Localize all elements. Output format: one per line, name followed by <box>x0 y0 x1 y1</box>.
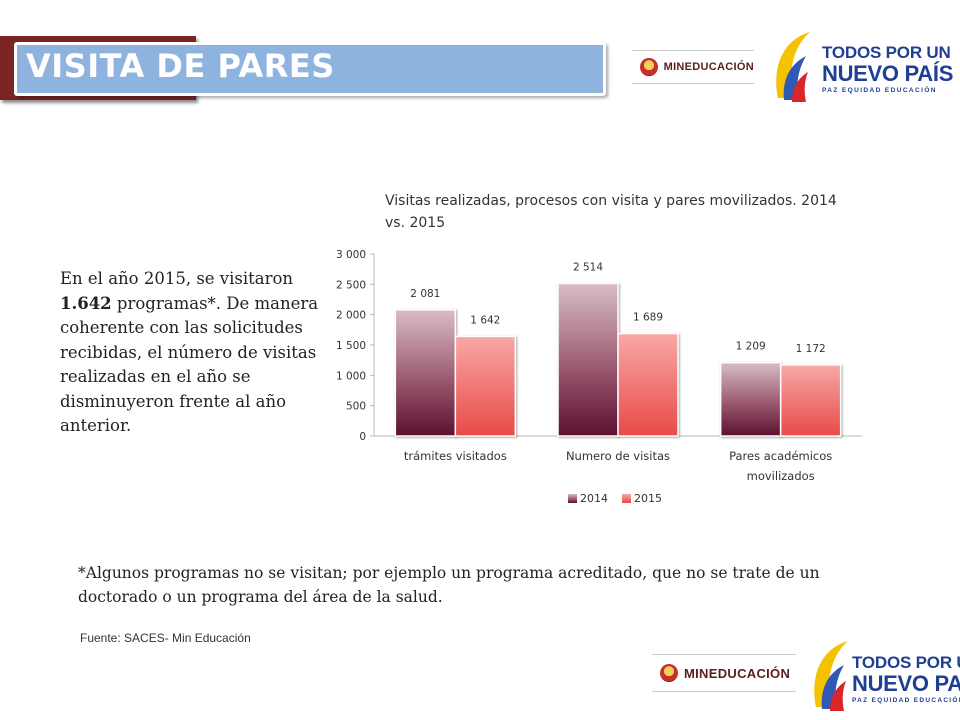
summary-paragraph: En el año 2015, se visitaron 1.642 progra… <box>60 267 322 439</box>
bar-2015 <box>617 332 679 437</box>
logo-tpun-line2: NUEVO PAÍS <box>822 61 954 86</box>
legend-swatch-2015 <box>622 494 631 503</box>
legend-swatch-2014 <box>568 494 577 503</box>
y-tick-label: 1 500 <box>336 340 366 352</box>
colombia-seal-icon <box>640 58 658 76</box>
logo-tpun-tagline-bottom: PAZ EQUIDAD EDUCACIÓN <box>852 697 960 704</box>
mineducacion-logo-text: MINEDUCACIÓN <box>663 61 754 73</box>
x-category-label: Pares académicos <box>729 449 832 463</box>
data-label: 2 514 <box>573 261 603 273</box>
bar-2015 <box>454 335 517 437</box>
bar-chart: 0 500 1 000 1 500 2 000 2 500 3 000 2 081 1 642… <box>336 249 862 505</box>
y-tick-label: 2 000 <box>336 310 366 322</box>
colombia-seal-icon <box>660 664 678 682</box>
summary-highlight-number: 1.642 <box>60 293 112 313</box>
title-banner <box>14 42 606 96</box>
y-tick-label: 0 <box>359 431 366 443</box>
colombia-flag-swoosh-icon <box>776 32 810 102</box>
y-tick-label: 500 <box>346 401 366 413</box>
mineducacion-logo-top: MINEDUCACIÓN <box>632 50 754 84</box>
summary-text-2: programas*. De manera coherente con las … <box>60 293 319 436</box>
logo-tpun-line2-bottom: NUEVO PAÍS <box>852 671 960 696</box>
bar-2014 <box>719 361 782 437</box>
bar-2014 <box>557 282 619 437</box>
x-category-label: Numero de visitas <box>566 449 670 463</box>
bar-2014 <box>394 309 457 437</box>
chart-title: Visitas realizadas, procesos con visita … <box>385 193 837 231</box>
logo-tpun-tagline: PAZ EQUIDAD EDUCACIÓN <box>822 87 937 94</box>
legend-label-2015: 2015 <box>634 492 662 505</box>
legend-label-2014: 2014 <box>580 492 608 505</box>
logo-tpun-line1: TODOS POR UN <box>822 43 951 62</box>
data-label: 1 642 <box>470 314 500 326</box>
x-category-label: movilizados <box>747 469 815 483</box>
footnote: *Algunos programas no se visitan; por ej… <box>78 564 820 606</box>
mineducacion-logo-text-bottom: MINEDUCACIÓN <box>684 665 791 681</box>
y-tick-label: 1 000 <box>336 370 366 382</box>
todos-por-un-nuevo-pais-logo-bottom: TODOS POR UN NUEVO PAÍS PAZ EQUIDAD EDUC… <box>808 636 960 716</box>
bar-2015 <box>779 364 842 437</box>
todos-por-un-nuevo-pais-logo-top: TODOS POR UN NUEVO PAÍS PAZ EQUIDAD EDUC… <box>770 28 954 104</box>
x-category-label: trámites visitados <box>404 449 507 463</box>
colombia-flag-swoosh-icon <box>814 641 848 711</box>
y-tick-label: 2 500 <box>336 279 366 291</box>
data-label: 2 081 <box>410 288 440 300</box>
source-note: Fuente: SACES- Min Educación <box>80 631 251 645</box>
y-tick-label: 3 000 <box>336 249 366 261</box>
mineducacion-logo-bottom: MINEDUCACIÓN <box>652 654 796 692</box>
page-title: VISITA DE PARES <box>26 47 335 85</box>
logo-tpun-line1-bottom: TODOS POR UN <box>852 653 960 672</box>
data-label: 1 209 <box>736 341 766 353</box>
data-label: 1 172 <box>796 343 826 355</box>
summary-text-1: En el año 2015, se visitaron <box>60 269 294 288</box>
data-label: 1 689 <box>633 312 663 324</box>
